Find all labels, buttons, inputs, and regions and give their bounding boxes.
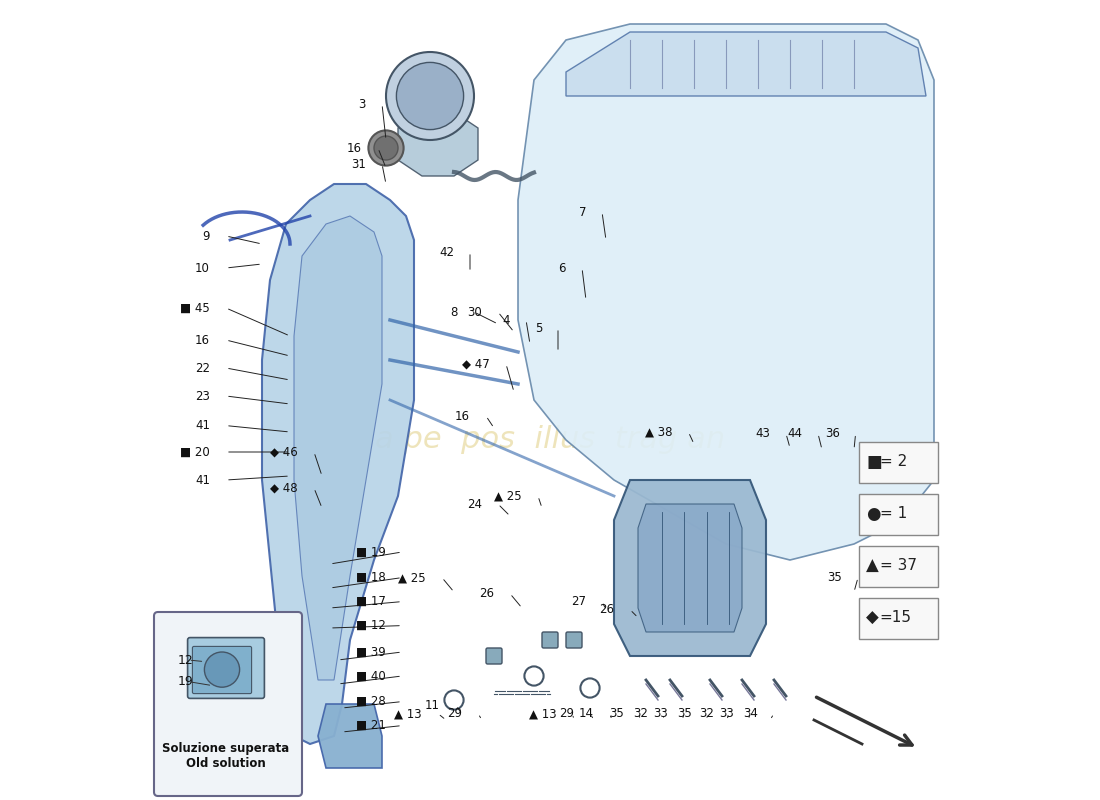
Text: ■ 18: ■ 18 <box>356 571 386 584</box>
Circle shape <box>396 62 463 130</box>
FancyBboxPatch shape <box>486 648 502 664</box>
Text: 16: 16 <box>455 410 470 422</box>
Text: ▲ 25: ▲ 25 <box>398 571 426 584</box>
Text: ■ 19: ■ 19 <box>356 546 386 558</box>
Text: = 1: = 1 <box>880 506 906 521</box>
Polygon shape <box>398 112 478 176</box>
Text: ▲ 13: ▲ 13 <box>529 707 557 720</box>
Text: 14: 14 <box>579 707 593 720</box>
Text: 24: 24 <box>468 498 482 510</box>
Text: 30: 30 <box>468 306 482 318</box>
Text: 11: 11 <box>425 699 440 712</box>
Text: ◆ 46: ◆ 46 <box>271 446 298 458</box>
Text: 16: 16 <box>346 142 362 154</box>
Text: ●: ● <box>866 505 880 522</box>
Text: 8: 8 <box>451 306 458 318</box>
Text: 22: 22 <box>195 362 210 374</box>
Text: ■ 45: ■ 45 <box>180 302 210 314</box>
Polygon shape <box>518 24 934 560</box>
Text: = 37: = 37 <box>880 558 916 573</box>
FancyBboxPatch shape <box>859 494 938 535</box>
Circle shape <box>205 652 240 687</box>
Text: ◆ 48: ◆ 48 <box>271 482 298 494</box>
Text: 31: 31 <box>351 158 366 170</box>
Text: 10: 10 <box>195 262 210 274</box>
Text: = 2: = 2 <box>880 454 906 469</box>
Text: 42: 42 <box>439 246 454 258</box>
Text: 4: 4 <box>503 314 510 326</box>
Text: ■ 17: ■ 17 <box>356 595 386 608</box>
FancyBboxPatch shape <box>542 632 558 648</box>
Text: 5: 5 <box>535 322 542 334</box>
Text: ■: ■ <box>866 453 882 470</box>
Polygon shape <box>566 32 926 96</box>
Text: 33: 33 <box>719 707 734 720</box>
Text: ▲ 13: ▲ 13 <box>395 707 422 720</box>
FancyBboxPatch shape <box>859 598 938 639</box>
Text: ▲ 25: ▲ 25 <box>494 490 522 502</box>
Text: 44: 44 <box>786 427 802 440</box>
Text: ■ 40: ■ 40 <box>356 670 386 682</box>
Text: a pe  pos  illus  trag an: a pe pos illus trag an <box>375 426 725 454</box>
Text: 29: 29 <box>447 707 462 720</box>
Text: ▲ 38: ▲ 38 <box>645 426 672 438</box>
Text: ▲: ▲ <box>866 557 879 574</box>
Circle shape <box>374 136 398 160</box>
Polygon shape <box>318 704 382 768</box>
FancyBboxPatch shape <box>859 546 938 587</box>
Text: 29: 29 <box>559 707 574 720</box>
Text: 9: 9 <box>202 230 210 242</box>
Text: 7: 7 <box>579 206 586 218</box>
Text: 19: 19 <box>178 675 194 688</box>
Text: Soluzione superata
Old solution: Soluzione superata Old solution <box>163 742 289 770</box>
Text: 16: 16 <box>195 334 210 346</box>
Circle shape <box>368 130 404 166</box>
Text: 32: 32 <box>700 707 714 720</box>
Text: 35: 35 <box>608 707 624 720</box>
Text: =15: =15 <box>880 610 912 625</box>
FancyBboxPatch shape <box>566 632 582 648</box>
Circle shape <box>386 52 474 140</box>
FancyBboxPatch shape <box>154 612 302 796</box>
Text: ■ 28: ■ 28 <box>356 695 386 708</box>
Polygon shape <box>638 504 743 632</box>
Polygon shape <box>262 184 414 744</box>
Text: 34: 34 <box>744 707 758 720</box>
Text: 6: 6 <box>559 262 566 274</box>
Text: 12: 12 <box>178 654 194 666</box>
Text: 33: 33 <box>653 707 669 720</box>
Text: ■ 20: ■ 20 <box>180 446 210 458</box>
Text: 43: 43 <box>755 427 770 440</box>
Polygon shape <box>294 216 382 680</box>
Polygon shape <box>614 480 766 656</box>
Text: 23: 23 <box>195 390 210 402</box>
Text: 35: 35 <box>827 571 842 584</box>
Text: ◆: ◆ <box>866 609 879 626</box>
Text: 35: 35 <box>678 707 692 720</box>
Text: 27: 27 <box>571 595 586 608</box>
Text: 32: 32 <box>632 707 648 720</box>
FancyBboxPatch shape <box>188 638 264 698</box>
Text: 3: 3 <box>359 98 366 110</box>
Text: 41: 41 <box>195 474 210 486</box>
FancyBboxPatch shape <box>192 646 252 694</box>
Text: ■ 39: ■ 39 <box>356 646 386 658</box>
Text: ■ 12: ■ 12 <box>356 619 386 632</box>
FancyBboxPatch shape <box>859 442 938 483</box>
Text: 41: 41 <box>195 419 210 432</box>
Text: ■ 21: ■ 21 <box>356 719 386 732</box>
Text: ◆ 47: ◆ 47 <box>462 358 490 370</box>
Text: 36: 36 <box>825 427 839 440</box>
Text: 26: 26 <box>600 603 614 616</box>
Text: 26: 26 <box>478 587 494 600</box>
